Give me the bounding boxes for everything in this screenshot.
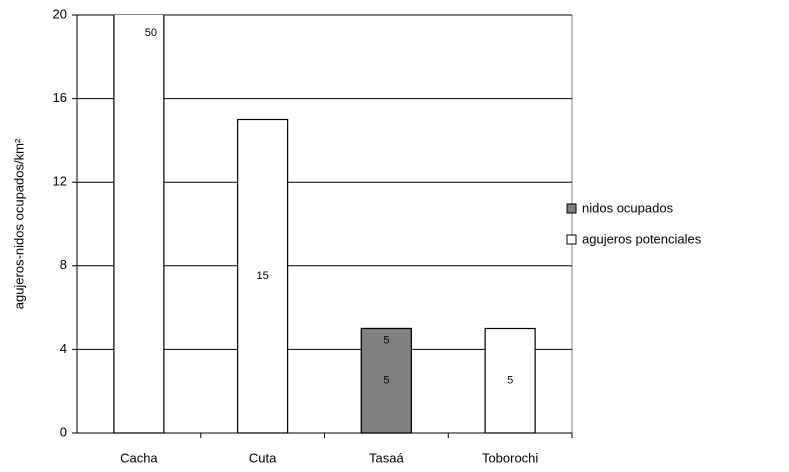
- legend-swatch: [566, 203, 577, 214]
- data-label: 50: [145, 27, 157, 39]
- y-axis-label: agujeros-nidos ocupados/km²: [11, 138, 26, 309]
- y-tick-label: 16: [53, 90, 67, 105]
- data-label: 5: [383, 375, 389, 387]
- legend-swatch: [566, 234, 577, 245]
- y-tick-label: 12: [53, 174, 67, 189]
- data-label: 5: [383, 334, 389, 346]
- y-tick-label: 4: [60, 341, 67, 356]
- bar: [484, 327, 536, 434]
- legend-label: agujeros potenciales: [582, 231, 702, 246]
- y-tick-label: 8: [60, 257, 67, 272]
- x-tick-label: Cuta: [249, 450, 277, 465]
- bars: [113, 15, 536, 434]
- legend-label: nidos ocupados: [582, 200, 674, 215]
- y-tick-label: 20: [53, 6, 67, 21]
- bar: [113, 15, 165, 434]
- bar: [237, 118, 289, 434]
- x-tick-label: Cacha: [120, 450, 158, 465]
- x-tick-label: Tasaá: [369, 450, 404, 465]
- data-label: 15: [257, 270, 269, 282]
- x-tick-label: Toborochi: [482, 450, 538, 465]
- data-label: 5: [507, 375, 513, 387]
- y-tick-label: 0: [60, 424, 67, 439]
